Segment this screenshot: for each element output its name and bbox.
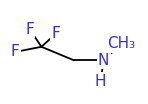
Text: N: N [98, 53, 109, 68]
Text: H: H [95, 74, 106, 89]
Text: CH₃: CH₃ [107, 36, 135, 51]
Text: F: F [25, 22, 34, 37]
Text: F: F [10, 45, 19, 59]
Text: F: F [52, 26, 61, 41]
